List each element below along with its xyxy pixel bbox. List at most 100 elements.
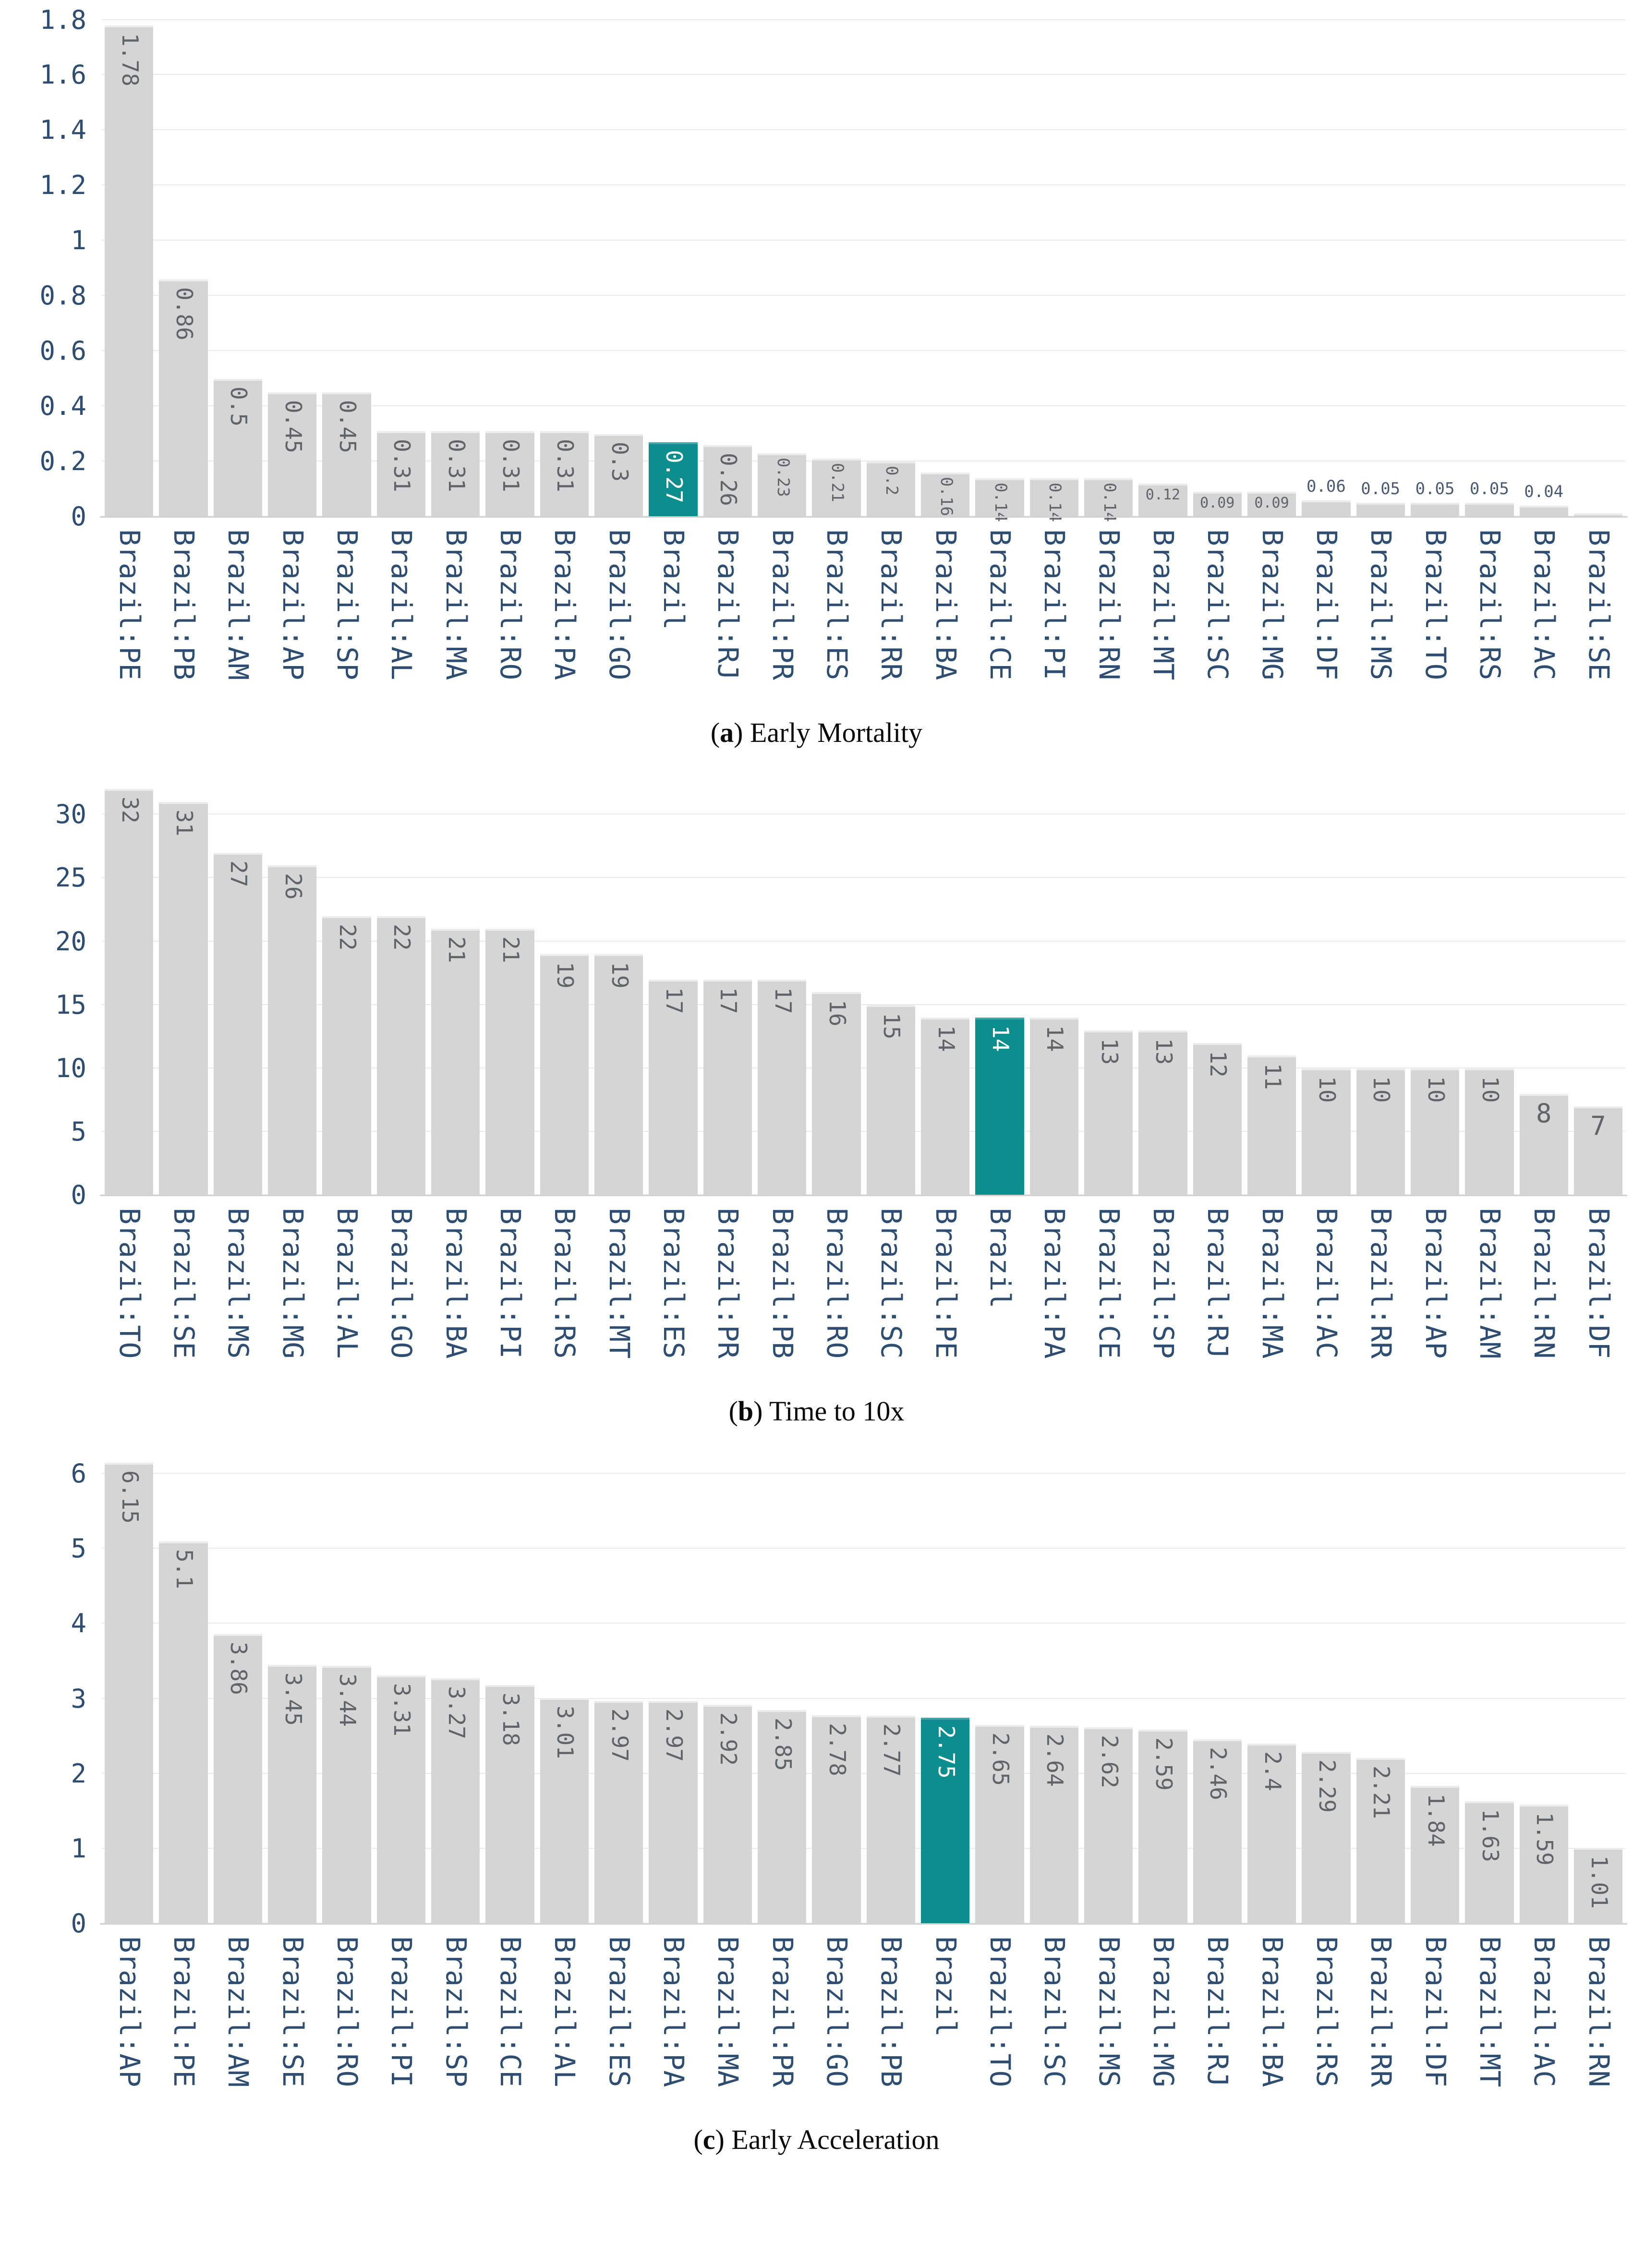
bar-slot: 0.14 (1027, 14, 1081, 522)
x-tick-label: Brazil:ES (820, 529, 853, 680)
x-tick: Brazil:MS (1081, 1924, 1136, 2116)
x-axis-labels: Brazil:AP Brazil:PE Brazil:AM Brazil:SE Braz… (102, 1924, 1625, 2116)
bar-slot: 19 (537, 776, 592, 1195)
bar-value-label: 1.84 (1423, 1793, 1449, 1847)
x-tick-label: Brazil:MT (1473, 1936, 1506, 2087)
x-tick: Brazil:PE (918, 1195, 972, 1387)
x-tick-label: Brazil:MG (276, 1208, 309, 1359)
bar: 3.44 (322, 1665, 371, 1924)
x-axis-labels: Brazil:PE Brazil:PB Brazil:AM Brazil:AP Braz… (102, 517, 1625, 709)
x-tick-label: Brazil:PI (494, 1208, 527, 1359)
bar-slot: 2.62 (1081, 1455, 1136, 1924)
bar-slot: 1.84 (1408, 1455, 1462, 1924)
chart-early-mortality: 0 0.2 0.4 0.6 0.8 1 1.2 1.4 1.6 1.8 1.78 0.86 0.5 0.4… (0, 0, 1633, 749)
bar: 2.92 (703, 1705, 752, 1924)
x-tick: Brazil:RJ (1190, 1924, 1245, 2116)
bar: 14 (1029, 1018, 1078, 1195)
x-tick-label: Brazil:RR (875, 529, 908, 680)
bar: 16 (812, 992, 861, 1195)
bar-value-label: 26 (280, 873, 306, 900)
y-tick-label: 0 (71, 501, 86, 532)
y-tick-label: 10 (55, 1053, 86, 1083)
x-tick: Brazil:AL (537, 1924, 592, 2116)
x-tick-label: Brazil:MA (712, 1936, 745, 2087)
bar-value-label: 3.31 (389, 1683, 415, 1736)
x-tick-label: Brazil:AM (222, 1936, 255, 2087)
y-tick-label: 1 (71, 1833, 86, 1864)
x-tick-label: Brazil:PE (113, 529, 146, 680)
x-tick-label: Brazil:MS (222, 1208, 255, 1359)
y-tick-label: 6 (71, 1458, 86, 1489)
bar-value-label: 0.45 (280, 400, 306, 454)
bar: 0.12 (1138, 484, 1187, 517)
bar: 26 (267, 865, 317, 1195)
bar-slot: 14 (1027, 776, 1081, 1195)
bar-slot: 26 (265, 776, 319, 1195)
caption-title: Early Acceleration (731, 2124, 940, 2155)
bar-slot: 2.59 (1136, 1455, 1190, 1924)
bar: 19 (540, 954, 589, 1195)
bar-value-label: 2.77 (879, 1723, 905, 1777)
gridline (102, 877, 1625, 878)
bar: 0.31 (376, 431, 425, 517)
x-tick: Brazil:TO (1408, 517, 1462, 709)
bar-slot: 10 (1408, 776, 1462, 1195)
y-tick-label: 0.2 (39, 446, 86, 477)
x-tick: Brazil:AC (1299, 1195, 1353, 1387)
x-tick-label: Brazil:RO (330, 1936, 363, 2087)
bar-slot: 0.5 (211, 14, 265, 517)
bar: 3.27 (431, 1678, 480, 1924)
bar-value-label: 0.12 (1145, 486, 1181, 504)
x-tick: Brazil:MS (1354, 517, 1408, 709)
bar: 0.26 (703, 445, 752, 517)
bar-value-label: 2.78 (824, 1722, 850, 1776)
x-tick-label: Brazil:TO (983, 1936, 1016, 2087)
bar-value-label: 3.01 (552, 1705, 579, 1759)
x-tick-label: Brazil:TO (113, 1208, 146, 1359)
x-tick: Brazil:AC (1517, 517, 1571, 709)
x-tick-label: Brazil:RJ (1201, 1936, 1234, 2087)
bar-slot: 0.31 (483, 14, 537, 517)
x-tick-label: Brazil:SP (1147, 1208, 1180, 1359)
bar-value-label: 0.5 (226, 386, 252, 426)
bar-value-label: 14 (1042, 1025, 1068, 1052)
x-tick-label: Brazil:BA (1256, 1936, 1289, 2087)
bar-value-label: 12 (1205, 1050, 1232, 1078)
y-tick-label: 0.6 (39, 336, 86, 366)
bar: 2.4 (1247, 1744, 1296, 1924)
x-tick-label: Brazil:PB (875, 1936, 908, 2087)
x-tick-label: Brazil:GO (820, 1936, 853, 2087)
bar-slot: 3.31 (374, 1455, 428, 1924)
bar: 0.31 (485, 431, 534, 517)
bar-slot: 2.21 (1354, 1455, 1408, 1924)
gridline (102, 19, 1625, 20)
x-tick-label: Brazil:RS (1473, 529, 1506, 680)
x-tick-label: Brazil:PR (766, 1936, 799, 2087)
bar-value-label: 22 (389, 923, 415, 951)
bar-slot: 3.18 (483, 1455, 537, 1924)
x-tick-label: Brazil:PR (766, 529, 799, 680)
bar-value-label: 14 (933, 1025, 959, 1052)
bar: 0.09 (1247, 492, 1296, 517)
x-tick-label: Brazil:RS (1310, 1936, 1343, 2087)
bar: 0.05 (1465, 481, 1514, 517)
bar-value-label: 3.27 (443, 1686, 470, 1740)
x-tick-label: Brazil:AM (1473, 1208, 1506, 1359)
bar-value-label: 16 (824, 1000, 850, 1027)
chart-early-acceleration: 0 1 2 3 4 5 6 6.15 5.1 3.86 3.45 3.44 3.31 3.27 3.18 3.… (0, 1455, 1633, 2156)
bar-slot: 10 (1354, 776, 1408, 1195)
x-tick-label: Brazil:RO (820, 1208, 853, 1359)
x-tick-label: Brazil (983, 1208, 1016, 1309)
x-tick-label: Brazil:AC (1528, 1936, 1561, 2087)
bar: 17 (757, 979, 807, 1195)
bar-slot: 0.12 (1136, 14, 1190, 517)
bar-slot: 17 (646, 776, 700, 1195)
x-tick: Brazil:PR (701, 1195, 755, 1387)
bar-value-label: 7 (1590, 1111, 1606, 1141)
x-tick: Brazil:MA (428, 517, 483, 709)
bar-value-label: 0.14 (1045, 482, 1065, 522)
bar: 17 (703, 979, 752, 1195)
bar-slot: 1.63 (1462, 1455, 1516, 1924)
bar-slot: 2.77 (864, 1455, 918, 1924)
bar-slot: 0.14 (972, 14, 1027, 522)
